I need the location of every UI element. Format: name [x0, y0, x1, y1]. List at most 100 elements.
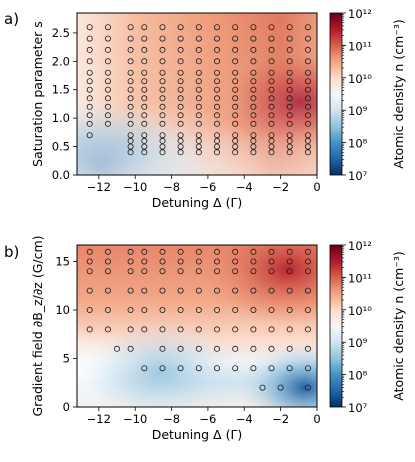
sample-point: [104, 248, 111, 255]
sample-point: [141, 365, 148, 372]
sample-point: [250, 306, 257, 313]
sample-point: [86, 287, 93, 294]
sample-point: [250, 46, 257, 53]
sample-point: [141, 287, 148, 294]
colorbar-tick-label: 10⁸: [348, 369, 368, 383]
sample-point: [104, 258, 111, 265]
plot-frame-b: [76, 244, 318, 408]
sample-point: [141, 103, 148, 110]
sample-point: [104, 95, 111, 102]
sample-point: [86, 132, 93, 139]
sample-point: [268, 268, 275, 275]
sample-point: [127, 137, 134, 144]
sample-point: [268, 258, 275, 265]
sample-point: [286, 112, 293, 119]
sample-point: [159, 69, 166, 76]
y-tick-label: 5: [63, 351, 70, 365]
sample-point: [141, 86, 148, 93]
sample-point: [232, 95, 239, 102]
sample-point: [159, 365, 166, 372]
sample-point: [159, 268, 166, 275]
sample-point: [127, 143, 134, 150]
sample-point: [213, 24, 220, 31]
sample-point: [232, 306, 239, 313]
sample-point: [232, 137, 239, 144]
sample-point: [159, 137, 166, 144]
sample-point: [159, 112, 166, 119]
colorbar-tick-label: 10⁷: [348, 401, 368, 415]
sample-point: [104, 112, 111, 119]
sample-point: [232, 86, 239, 93]
sample-point: [127, 306, 134, 313]
sample-point: [304, 345, 311, 352]
sample-point: [286, 306, 293, 313]
sample-point: [213, 268, 220, 275]
sample-point: [232, 365, 239, 372]
sample-point: [127, 86, 134, 93]
colorbar-tick-label: 10⁹: [348, 104, 368, 118]
sample-point: [141, 95, 148, 102]
sample-point: [213, 86, 220, 93]
sample-point: [159, 258, 166, 265]
x-tick-label: −6: [199, 180, 216, 194]
x-tick-label: −6: [199, 412, 216, 426]
sample-point: [195, 258, 202, 265]
sample-point: [232, 248, 239, 255]
colorbar-tick-label: 10⁹: [348, 336, 368, 350]
sample-point: [127, 268, 134, 275]
sample-point: [86, 306, 93, 313]
colorbar-tick-label: 10⁷: [348, 169, 368, 183]
sample-point: [127, 69, 134, 76]
sample-point: [195, 95, 202, 102]
sample-point: [250, 69, 257, 76]
sample-point: [104, 103, 111, 110]
sample-point: [177, 86, 184, 93]
sample-point: [177, 345, 184, 352]
colorbar-tick-label: 10¹²: [348, 239, 372, 253]
sample-point: [195, 143, 202, 150]
sample-point: [141, 69, 148, 76]
x-tick-label: −8: [163, 412, 180, 426]
sample-point: [127, 78, 134, 85]
axis-ticks-b: −12 −10 −8 −6 −4 −2 0 0 5 10 15: [55, 254, 320, 426]
sample-point: [268, 24, 275, 31]
sample-point: [304, 326, 311, 333]
sample-point: [86, 268, 93, 275]
colorbar-label-b: Atomic density n (cm⁻³): [391, 251, 406, 401]
sample-point: [286, 345, 293, 352]
sample-point: [286, 35, 293, 42]
sample-point: [268, 326, 275, 333]
sample-point: [232, 326, 239, 333]
sample-point: [213, 248, 220, 255]
sample-point: [195, 58, 202, 65]
panel-label-b: b): [4, 243, 19, 261]
sample-point: [304, 46, 311, 53]
sample-point: [127, 58, 134, 65]
sample-point: [213, 345, 220, 352]
sample-point: [286, 46, 293, 53]
sample-point: [195, 149, 202, 156]
sample-point: [268, 287, 275, 294]
y-tick-label: 0: [63, 400, 70, 414]
sample-point: [286, 326, 293, 333]
y-axis-label-a: Saturation parameter s: [30, 21, 45, 167]
sample-point: [286, 132, 293, 139]
sample-point: [177, 326, 184, 333]
sample-point: [286, 287, 293, 294]
sample-point: [268, 137, 275, 144]
sample-point: [213, 35, 220, 42]
sample-point: [141, 268, 148, 275]
sample-point: [286, 149, 293, 156]
sample-point: [177, 120, 184, 127]
y-tick-label: 1.5: [52, 83, 70, 97]
sample-point: [86, 258, 93, 265]
sample-point: [213, 149, 220, 156]
sample-point: [159, 103, 166, 110]
sample-point: [232, 149, 239, 156]
sample-point: [304, 112, 311, 119]
sample-point: [232, 78, 239, 85]
sample-point: [177, 103, 184, 110]
sample-point: [286, 258, 293, 265]
sample-point: [250, 326, 257, 333]
sample-point: [141, 58, 148, 65]
